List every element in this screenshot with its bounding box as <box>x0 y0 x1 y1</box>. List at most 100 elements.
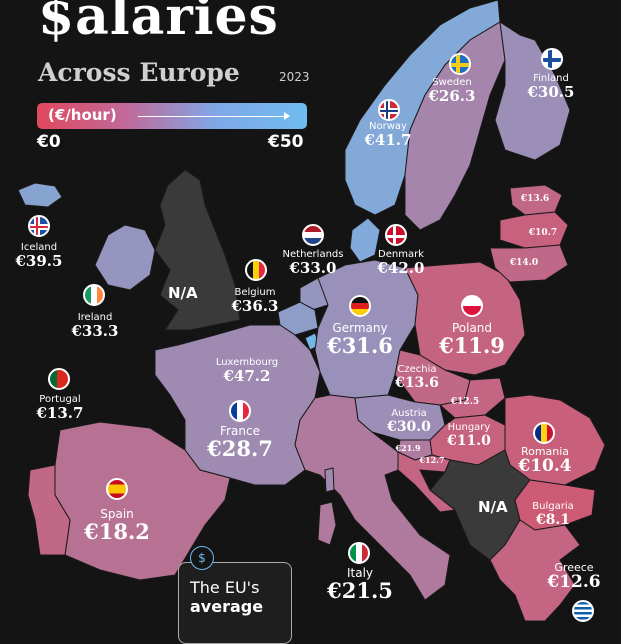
country-value: €30.5 <box>527 82 575 101</box>
label-poland: Poland €11.9 <box>432 322 512 357</box>
country-name: Czechia <box>397 364 437 375</box>
label-austria: Austria €30.0 <box>382 408 436 435</box>
label-latvia: €10.7 <box>528 228 558 238</box>
label-luxembourg: Luxembourg €47.2 <box>208 357 286 385</box>
label-iceland: Iceland €39.5 <box>10 242 68 270</box>
country-ireland[interactable] <box>94 224 156 291</box>
label-greece: Greece €12.6 <box>538 562 610 591</box>
country-name: France <box>220 424 260 438</box>
label-portugal: Portugal €13.7 <box>31 394 89 422</box>
country-name: Romania <box>520 445 570 458</box>
country-poland[interactable] <box>404 261 526 376</box>
country-value: €28.7 <box>207 435 273 461</box>
flag-germany-icon <box>349 295 371 317</box>
country-name: Finland <box>533 73 569 84</box>
label-netherlands: Netherlands €33.0 <box>278 249 348 277</box>
country-value: €42.0 <box>377 258 425 277</box>
flag-belgium-icon <box>245 259 267 281</box>
country-croatia[interactable] <box>397 451 457 513</box>
country-name: Spain <box>100 507 134 521</box>
flag-greece-icon <box>572 600 594 622</box>
legend-min-label: €0 <box>37 132 61 152</box>
label-france: France €28.7 <box>198 425 282 460</box>
eu-callout-line1: The EU's <box>190 578 260 597</box>
country-name: Bulgaria <box>532 501 574 512</box>
legend-unit: (€/hour) <box>48 106 117 124</box>
island-sardinia[interactable] <box>317 501 337 546</box>
country-name: Hungary <box>447 422 491 433</box>
country-name: Norway <box>369 121 407 132</box>
country-value: €10.7 <box>528 228 558 238</box>
flag-iceland-icon <box>28 215 50 237</box>
country-portugal[interactable] <box>27 464 71 556</box>
infographic: $alaries Across Europe 2023 (€/hour) €0 … <box>10 0 610 644</box>
country-value: €11.9 <box>439 332 505 358</box>
flag-netherlands-icon <box>302 224 324 246</box>
balkans-na-label: N/A <box>478 498 508 516</box>
island-corsica[interactable] <box>324 467 335 493</box>
country-sweden[interactable] <box>404 21 506 231</box>
country-value: €14.0 <box>509 258 539 268</box>
label-croatia: €12.7 <box>418 456 446 465</box>
label-czechia: Czechia €13.6 <box>390 364 444 391</box>
country-greece[interactable] <box>489 519 581 621</box>
country-finland[interactable] <box>494 20 571 161</box>
country-name: Poland <box>451 321 493 335</box>
country-value: €12.6 <box>547 571 601 592</box>
country-value: €12.5 <box>450 397 480 407</box>
flag-poland-icon <box>461 295 483 317</box>
country-value: €8.1 <box>535 511 571 528</box>
country-value: €26.3 <box>428 86 476 105</box>
country-value: €39.5 <box>15 251 63 270</box>
label-romania: Romania €10.4 <box>510 446 580 475</box>
label-belgium: Belgium €36.3 <box>226 287 284 315</box>
country-value: €11.0 <box>447 432 491 449</box>
country-name: Portugal <box>39 394 81 405</box>
label-finland: Finland €30.5 <box>520 73 582 101</box>
flag-ireland-icon <box>83 284 105 306</box>
country-name: Greece <box>554 561 594 574</box>
flag-italy-icon <box>348 542 370 564</box>
country-name: Ireland <box>77 312 113 323</box>
country-value: €13.7 <box>36 403 84 422</box>
country-value: €41.7 <box>364 130 412 149</box>
country-value: €18.2 <box>84 518 150 544</box>
label-italy: Italy €21.5 <box>320 567 400 602</box>
uk-na-label: N/A <box>168 284 198 302</box>
country-value: €47.2 <box>223 366 271 385</box>
label-denmark: Denmark €42.0 <box>372 249 430 277</box>
page-subtitle: Across Europe <box>38 58 240 87</box>
flag-france-icon <box>229 400 251 422</box>
money-bag-icon: $ <box>190 546 214 570</box>
country-value: €33.0 <box>289 258 337 277</box>
label-sweden: Sweden €26.3 <box>424 77 480 105</box>
legend-max-label: €50 <box>268 132 304 152</box>
country-value: €21.5 <box>327 577 393 603</box>
country-name: Netherlands <box>282 249 344 260</box>
label-ireland: Ireland €33.3 <box>66 312 124 340</box>
country-iceland[interactable] <box>17 182 63 208</box>
label-estonia: €13.6 <box>520 194 550 204</box>
label-spain: Spain €18.2 <box>75 508 159 543</box>
country-denmark[interactable] <box>349 217 381 263</box>
label-germany: Germany €31.6 <box>318 322 402 357</box>
country-value: €13.6 <box>395 374 439 391</box>
flag-sweden-icon <box>449 53 471 75</box>
country-germany[interactable] <box>314 259 419 399</box>
country-latvia[interactable] <box>499 211 569 249</box>
country-name: Sweden <box>432 77 472 88</box>
country-value: €33.3 <box>71 321 119 340</box>
country-value: €13.6 <box>520 194 550 204</box>
country-value: €36.3 <box>231 296 279 315</box>
country-lithuania[interactable] <box>489 244 569 283</box>
country-value: €21.9 <box>395 443 421 453</box>
country-value: €30.0 <box>387 418 431 435</box>
country-name: Belgium <box>234 287 276 298</box>
legend-arrow-icon <box>138 112 290 120</box>
country-name: Austria <box>391 408 427 419</box>
country-uk[interactable] <box>154 169 241 331</box>
label-hungary: Hungary €11.0 <box>442 422 496 449</box>
country-name: Iceland <box>20 242 58 253</box>
label-slovenia: €21.9 <box>395 443 421 453</box>
flag-portugal-icon <box>48 368 70 390</box>
